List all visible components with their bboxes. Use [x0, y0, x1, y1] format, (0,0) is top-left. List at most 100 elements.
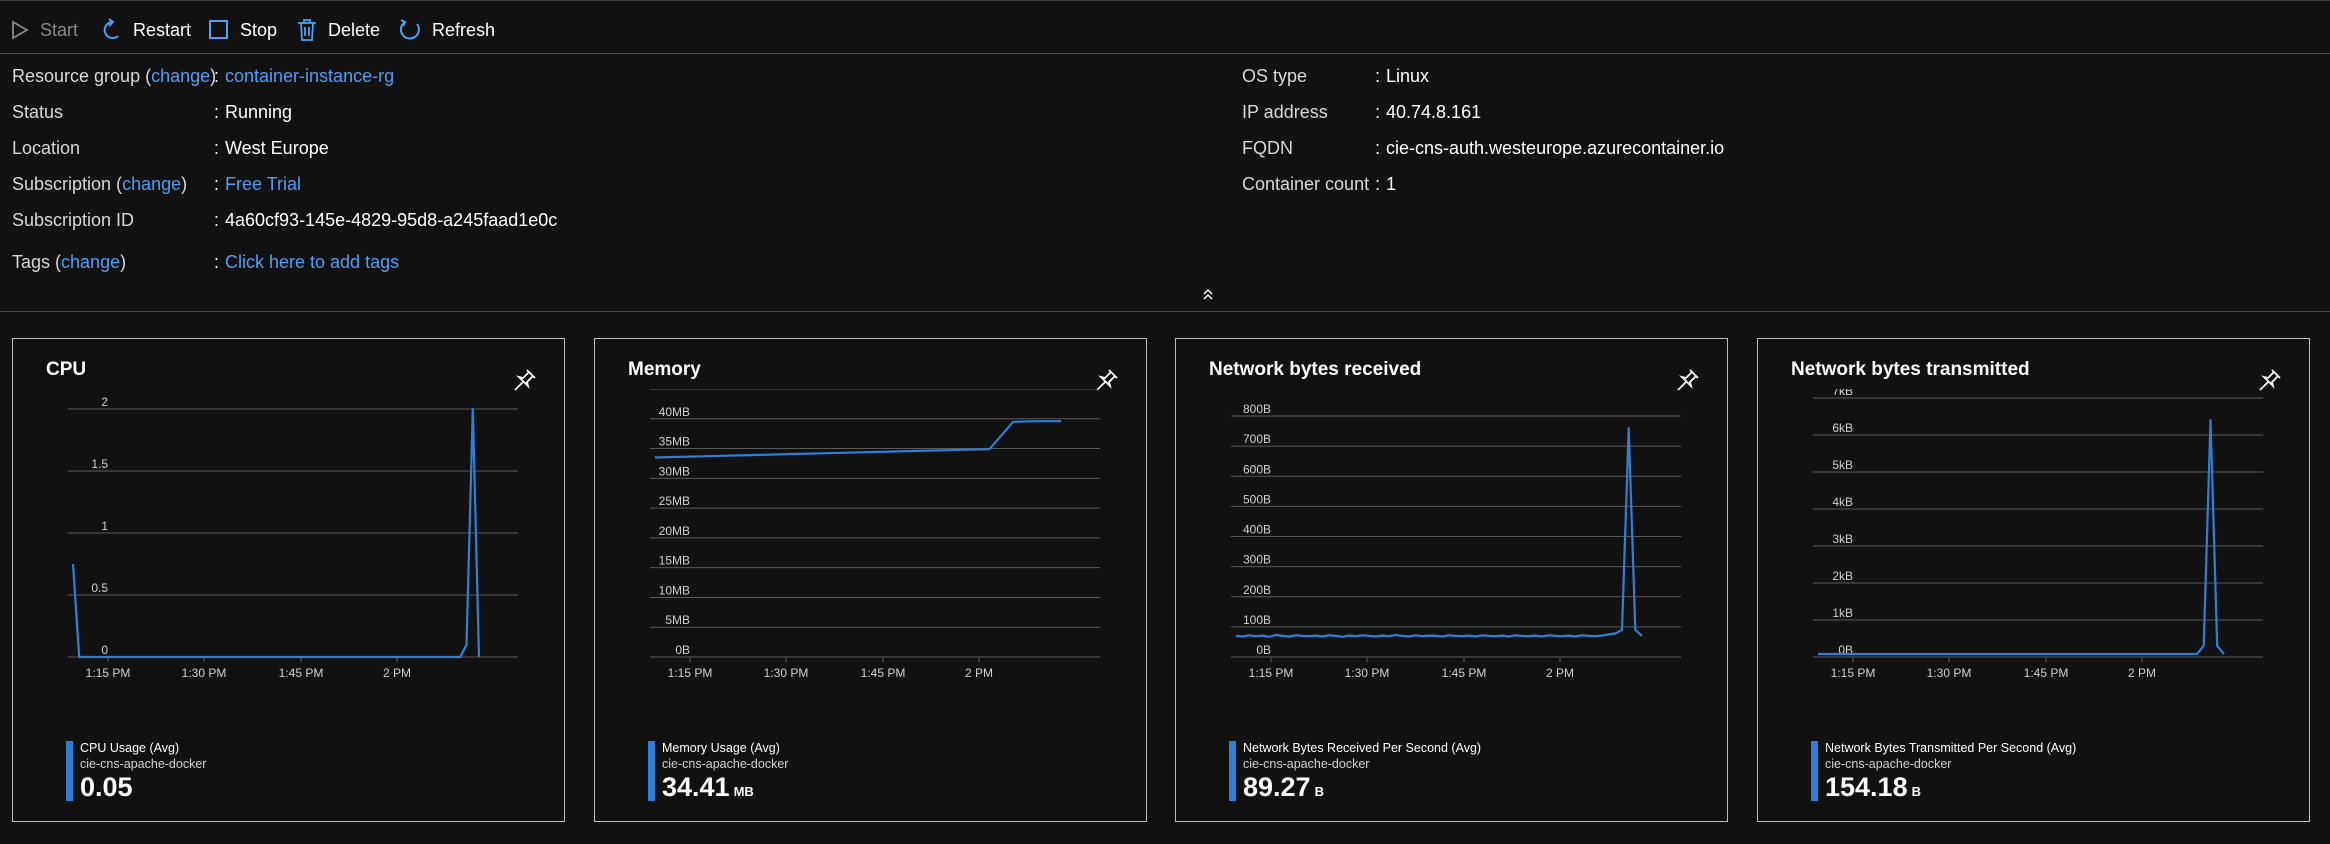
container-count-key: Container count — [1242, 174, 1370, 194]
legend-value-unit: B — [1911, 784, 1921, 799]
y-tick-label: 7kB — [1832, 389, 1853, 398]
x-tick-label: 2 PM — [965, 666, 993, 680]
legend-resource-name: cie-cns-apache-docker — [80, 757, 207, 771]
container-count-value: 1 — [1386, 174, 1397, 194]
metric-card-memory[interactable]: Memory 0B 5MB 10MB 15MB 20MB 25MB 30MB 35MB 40MB… — [594, 338, 1147, 822]
delete-label: Delete — [328, 19, 381, 40]
legend-color-bar — [66, 741, 73, 801]
colon: : — [1375, 138, 1381, 158]
card-title: CPU — [46, 359, 87, 380]
y-tick-label: 200B — [1243, 583, 1271, 597]
pin-icon[interactable] — [512, 367, 538, 393]
subscription-id-value: 4a60cf93-145e-4829-95d8-a245faad1e0c — [225, 210, 558, 230]
x-tick-label: 1:30 PM — [1927, 666, 1972, 680]
command-bar: Start Restart Stop Delete Refresh — [0, 0, 2330, 54]
status-value: Running — [225, 102, 293, 122]
start-button[interactable]: Start — [10, 16, 78, 44]
x-tick-label: 1:45 PM — [2024, 666, 2069, 680]
y-tick-label: 100B — [1243, 613, 1271, 627]
legend-color-bar — [1811, 741, 1818, 801]
location-value: West Europe — [225, 138, 329, 158]
legend-value-unit: MB — [733, 784, 754, 799]
refresh-label: Refresh — [432, 19, 496, 40]
card-title: Memory — [628, 359, 701, 380]
card-title: Network bytes received — [1209, 359, 1422, 380]
colon: : — [214, 102, 220, 122]
legend-color-bar — [1229, 741, 1236, 801]
y-tick-label: 700B — [1243, 432, 1271, 446]
start-label: Start — [40, 19, 79, 40]
legend-color-bar — [648, 741, 655, 801]
subscription-id-key: Subscription ID — [12, 210, 135, 230]
resource-group-key-text: Resource group ( — [12, 66, 152, 86]
tags-key-close: ) — [120, 252, 127, 272]
series-line — [1235, 426, 1643, 638]
resource-group-value-link[interactable]: container-instance-rg — [225, 66, 395, 86]
delete-button[interactable]: Delete — [296, 16, 380, 44]
metric-card-network-received[interactable]: Network bytes received 0B 100B 200B 300B 400… — [1175, 338, 1728, 822]
stop-button[interactable]: Stop — [208, 16, 277, 44]
y-tick-label: 0B — [1256, 643, 1271, 657]
legend-summary-value: 34.41 MB — [662, 772, 754, 803]
card-title: Network bytes transmitted — [1791, 359, 2030, 380]
y-tick-label: 600B — [1243, 462, 1271, 476]
fqdn-value: cie-cns-auth.westeurope.azurecontainer.i… — [1386, 138, 1725, 158]
metric-card-network-transmitted[interactable]: Network bytes transmitted 0B 1kB 2kB 3kB 4kB… — [1757, 338, 2310, 822]
legend-metric-name: Network Bytes Received Per Second (Avg) — [1243, 741, 1482, 755]
y-tick-label: 40MB — [659, 405, 690, 419]
y-tick-label: 2kB — [1832, 569, 1853, 583]
y-tick-label: 15MB — [659, 554, 690, 568]
resource-group-key-close: ) — [210, 66, 217, 86]
legend-metric-name: Memory Usage (Avg) — [662, 741, 780, 755]
legend-summary-value: 154.18 B — [1825, 772, 1921, 803]
legend-value-unit: B — [1314, 784, 1324, 799]
trash-icon — [298, 19, 316, 41]
series-line — [71, 407, 481, 659]
x-tick-label: 1:15 PM — [86, 666, 131, 680]
y-tick-label: 500B — [1243, 492, 1271, 506]
collapse-essentials-icon[interactable] — [1200, 286, 1216, 304]
restart-button[interactable]: Restart — [101, 16, 191, 44]
status-key: Status — [12, 102, 64, 122]
subscription-key-text: Subscription ( — [12, 174, 123, 194]
pin-icon[interactable] — [1675, 367, 1701, 393]
colon: : — [214, 252, 220, 272]
refresh-button[interactable]: Refresh — [398, 16, 495, 44]
x-tick-label: 1:15 PM — [668, 666, 713, 680]
y-tick-label: 300B — [1243, 553, 1271, 567]
colon: : — [1375, 66, 1381, 86]
add-tags-link[interactable]: Click here to add tags — [225, 252, 400, 272]
x-tick-label: 1:45 PM — [861, 666, 906, 680]
y-tick-label: 30MB — [659, 464, 690, 478]
resource-group-change-link[interactable]: change — [151, 66, 211, 86]
y-tick-label: 1.5 — [91, 457, 108, 471]
y-tick-label: 10MB — [659, 583, 690, 597]
pin-icon[interactable] — [2257, 367, 2283, 393]
y-tick-label: 2 — [101, 395, 108, 409]
subscription-change-link[interactable]: change — [122, 174, 182, 194]
y-tick-label: 0.5 — [91, 581, 108, 595]
y-tick-label: 0 — [101, 643, 108, 657]
tags-key-text: Tags ( — [12, 252, 62, 272]
legend-summary-value: 89.27 B — [1243, 772, 1324, 803]
x-tick-label: 2 PM — [1546, 666, 1574, 680]
colon: : — [214, 138, 220, 158]
metric-card-cpu[interactable]: CPU 0 0.5 1 1.5 2 1:15 PM 1:30 PM 1:45 PM 2 PM C… — [12, 338, 565, 822]
location-key: Location — [12, 138, 81, 158]
restart-icon — [103, 18, 119, 39]
series-line — [654, 420, 1061, 459]
subscription-key: Subscription (change) — [12, 174, 187, 195]
legend-resource-name: cie-cns-apache-docker — [1825, 757, 1952, 771]
stop-icon — [209, 20, 228, 39]
tags-change-link[interactable]: change — [61, 252, 121, 272]
y-tick-label: 400B — [1243, 523, 1271, 537]
subscription-value-link[interactable]: Free Trial — [225, 174, 302, 194]
y-tick-label: 4kB — [1832, 495, 1853, 509]
ip-address-value: 40.74.8.161 — [1386, 102, 1482, 122]
colon: : — [1375, 174, 1381, 194]
resource-group-key: Resource group (change) — [12, 66, 216, 87]
legend-value-number: 154.18 — [1825, 772, 1908, 802]
fqdn-key: FQDN — [1242, 138, 1293, 158]
legend-metric-name: Network Bytes Transmitted Per Second (Av… — [1825, 741, 2077, 755]
